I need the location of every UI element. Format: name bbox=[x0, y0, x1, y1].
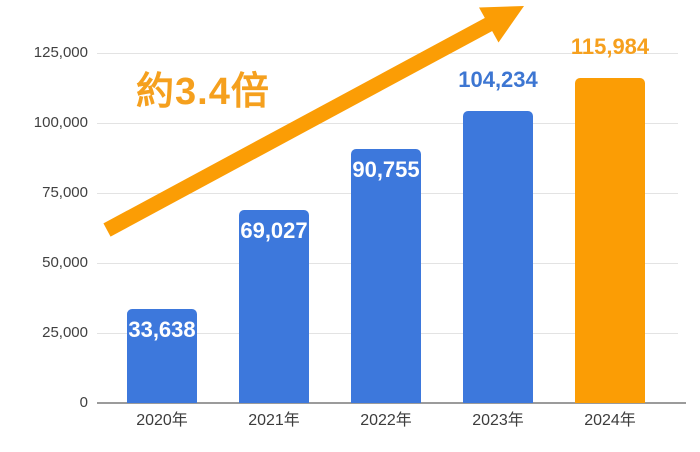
bar-value-label: 115,984 bbox=[570, 34, 650, 60]
bar-2021年: 69,027 bbox=[239, 209, 309, 403]
y-tick-label: 100,000 bbox=[33, 114, 88, 131]
bar-value-label: 104,234 bbox=[458, 67, 538, 93]
y-tick-label: 125,000 bbox=[33, 44, 88, 61]
x-axis-line bbox=[97, 402, 686, 404]
x-tick-label: 2021年 bbox=[248, 412, 300, 429]
x-tick-label: 2022年 bbox=[360, 412, 412, 429]
x-tick-label: 2024年 bbox=[584, 412, 636, 429]
y-tick-label: 0 bbox=[79, 394, 88, 411]
bar-2022年: 90,755 bbox=[351, 148, 421, 403]
y-tick-label: 50,000 bbox=[42, 254, 88, 271]
y-tick-label: 75,000 bbox=[42, 184, 88, 201]
growth-annotation: 約3.4倍 bbox=[136, 71, 270, 113]
bar-2024年 bbox=[575, 78, 645, 403]
bar-2023年 bbox=[463, 111, 533, 403]
bar-value-label: 33,638 bbox=[128, 316, 196, 342]
x-tick-label: 2023年 bbox=[472, 412, 524, 429]
x-tick-label: 2020年 bbox=[136, 412, 188, 429]
bar-value-label: 90,755 bbox=[352, 156, 420, 182]
y-tick-label: 25,000 bbox=[42, 324, 88, 341]
bar-value-label: 69,027 bbox=[240, 217, 308, 243]
bar-2020年: 33,638 bbox=[127, 308, 197, 403]
